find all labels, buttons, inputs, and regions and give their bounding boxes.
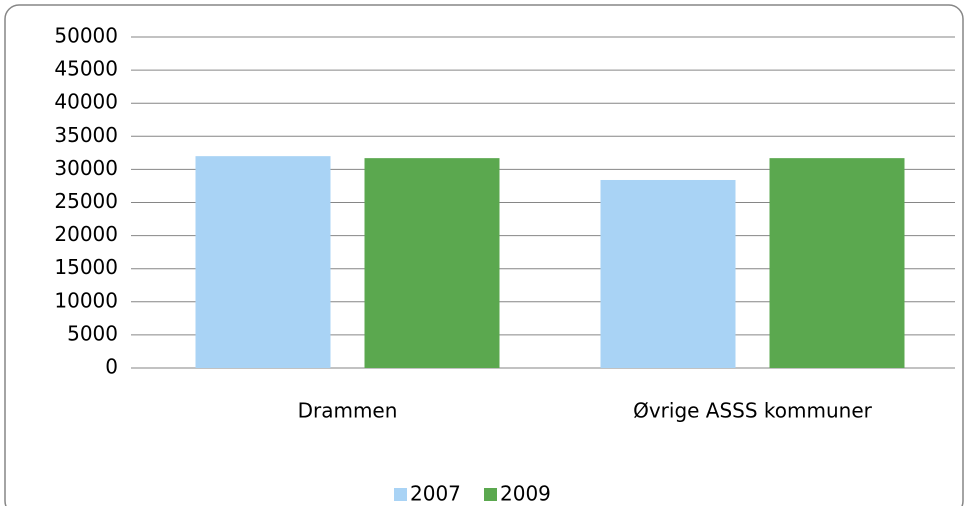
- y-tick-label: 10000: [54, 288, 118, 312]
- bar: [769, 158, 905, 368]
- y-tick-label: 0: [105, 355, 118, 379]
- y-tick-label: 25000: [54, 189, 118, 213]
- y-tick-label: 35000: [54, 123, 118, 147]
- x-tick-label: Drammen: [298, 399, 398, 423]
- y-tick-label: 15000: [54, 255, 118, 279]
- legend-swatch: [484, 488, 497, 501]
- legend-label: 2009: [500, 482, 551, 506]
- y-tick-label: 20000: [54, 222, 118, 246]
- bar: [600, 179, 736, 368]
- y-tick-label: 50000: [54, 24, 118, 48]
- legend-label: 2007: [410, 482, 461, 506]
- bar: [364, 158, 500, 368]
- legend-swatch: [394, 488, 407, 501]
- x-tick-label: Øvrige ASSS kommuner: [633, 399, 873, 423]
- bar: [195, 156, 331, 368]
- y-tick-label: 5000: [67, 321, 118, 345]
- y-tick-label: 40000: [54, 90, 118, 114]
- y-tick-label: 45000: [54, 57, 118, 81]
- y-tick-label: 30000: [54, 156, 118, 180]
